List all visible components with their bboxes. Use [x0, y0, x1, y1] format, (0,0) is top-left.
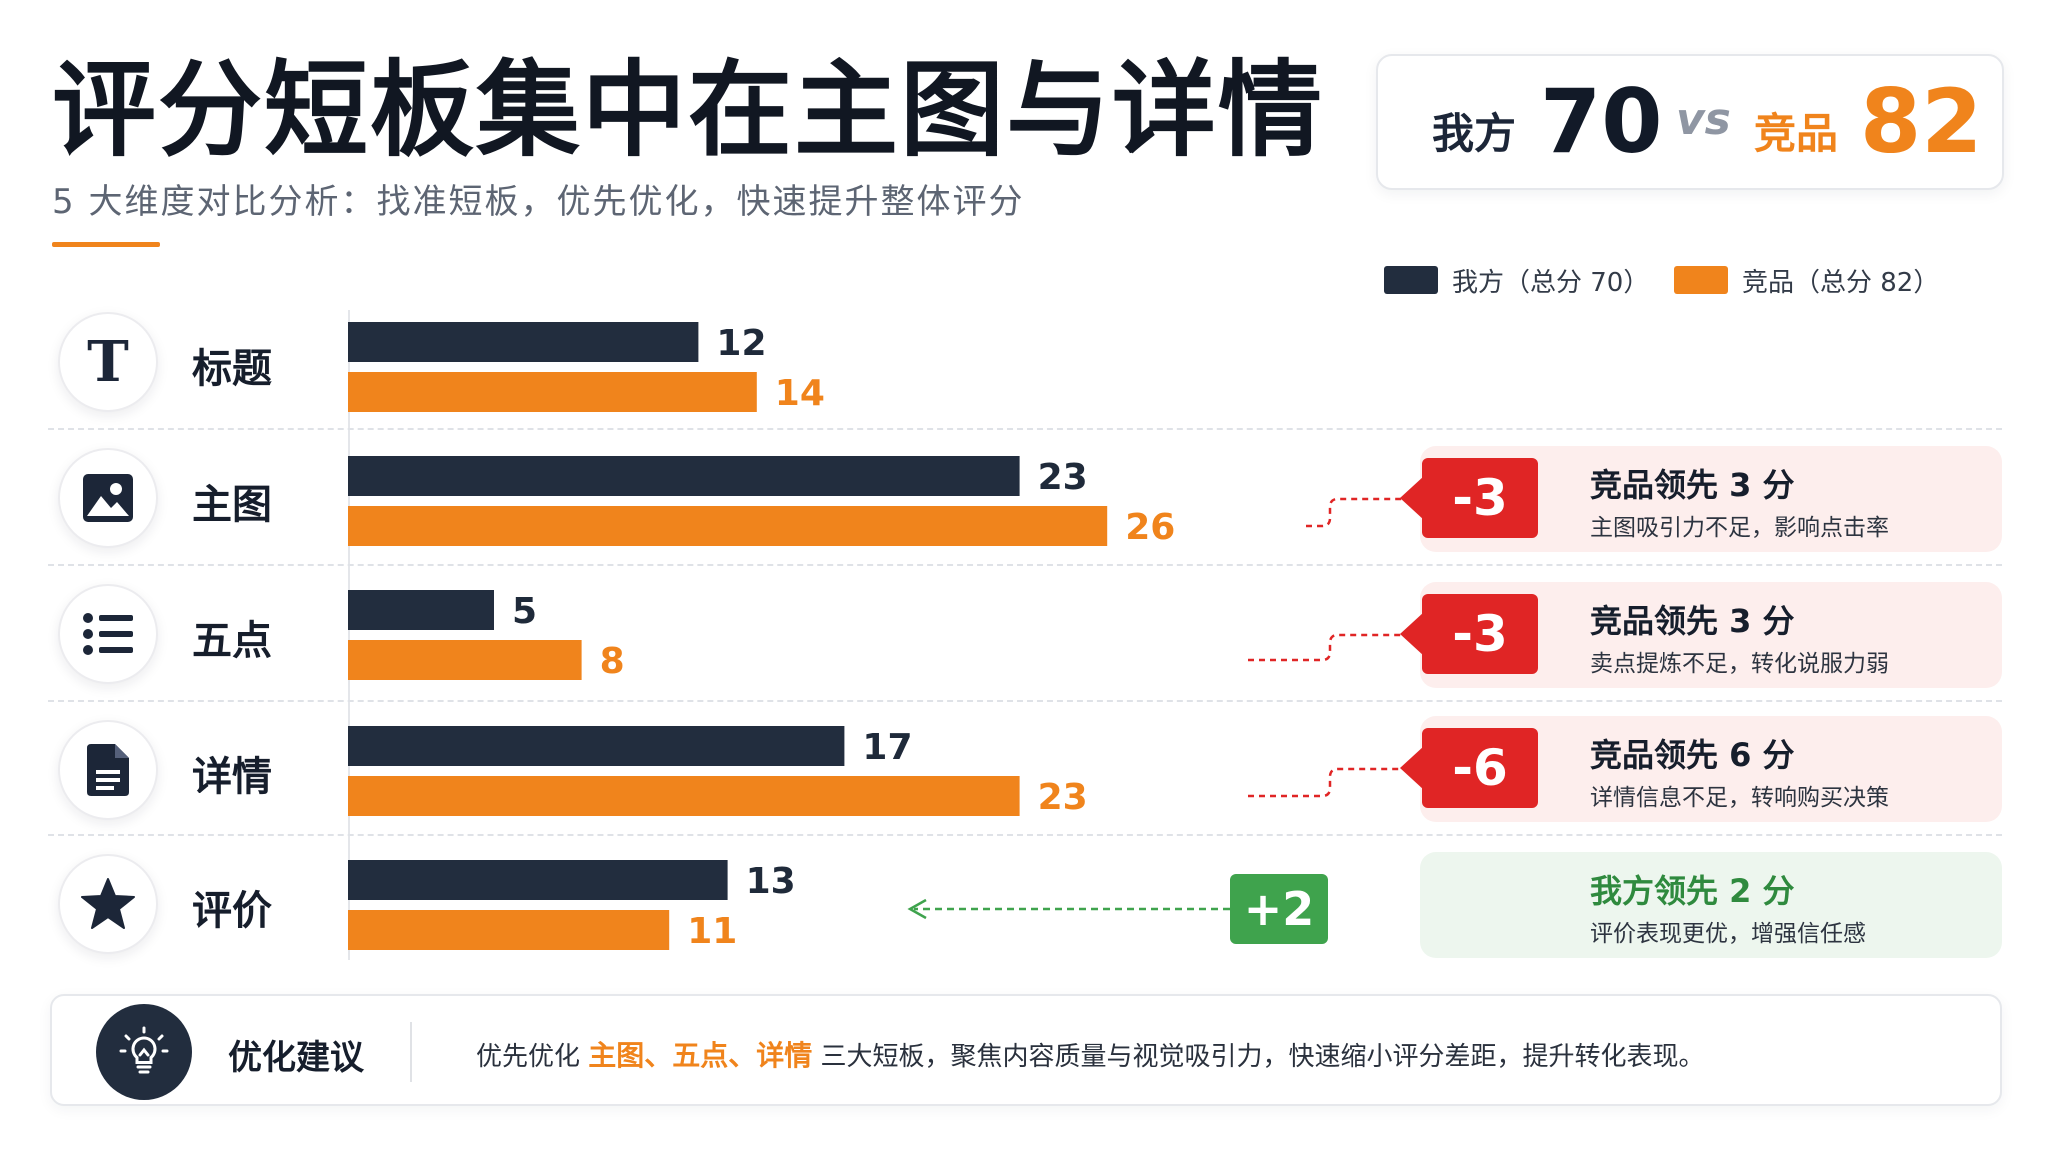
competitor-score-label: 竞品 [1754, 109, 1839, 158]
row-divider [48, 564, 2002, 566]
suggestion-text: 优先优化 主图、五点、详情 三大短板，聚焦内容质量与视觉吸引力，快速缩小评分差距… [476, 1034, 1705, 1074]
category-icon-title: T [58, 312, 158, 412]
legend-swatch-competitor [1674, 266, 1728, 294]
callout-details: -6 竞品领先 6 分 详情信息不足，转响购买决策 [1400, 716, 2002, 822]
suggestion-highlight: 主图、五点、详情 [588, 1039, 813, 1072]
callout-description: 详情信息不足，转响购买决策 [1590, 785, 1889, 811]
divider [410, 1022, 412, 1082]
suggestion-title: 优化建议 [228, 1038, 364, 1078]
legend-item-ours: 我方（总分 70） [1384, 262, 1649, 298]
category-axis-line [348, 310, 350, 960]
page-title: 评分短板集中在主图与详情 [52, 49, 1325, 171]
callout-reviews: 我方领先 2 分 评价表现更优，增强信任感 [1420, 852, 2002, 958]
score-card: 我方 70 vs 竞品 82 [1376, 54, 2004, 190]
image-icon [83, 474, 133, 522]
category-icon-main-image [58, 448, 158, 548]
category-icon-reviews [58, 854, 158, 954]
row-divider [48, 834, 2002, 836]
category-label-details: 详情 [192, 754, 272, 800]
category-label-main-image: 主图 [192, 482, 272, 528]
suggestion-suffix: 三大短板，聚焦内容质量与视觉吸引力，快速缩小评分差距，提升转化表现。 [812, 1042, 1705, 1072]
our-score-value: 70 [1540, 70, 1663, 173]
delta-badge: -3 [1400, 458, 1538, 538]
legend-label-ours: 我方（总分 70） [1452, 267, 1650, 298]
document-icon [87, 744, 129, 796]
suggestion-card: 优化建议 优先优化 主图、五点、详情 三大短板，聚焦内容质量与视觉吸引力，快速缩… [50, 994, 2002, 1106]
category-icon-details [58, 720, 158, 820]
legend-item-competitor: 竞品（总分 82） [1674, 262, 1939, 298]
bulb-badge [96, 1004, 192, 1100]
row-divider [48, 700, 2002, 702]
suggestion-prefix: 优先优化 [476, 1042, 589, 1072]
callout-headline: 我方领先 2 分 [1590, 872, 1795, 910]
callout-headline: 竞品领先 6 分 [1590, 736, 1795, 774]
legend-label-competitor: 竞品（总分 82） [1742, 267, 1940, 298]
category-icon-bullet-points [58, 584, 158, 684]
title-underline [52, 242, 160, 247]
page-subtitle: 5 大维度对比分析：找准短板，优先优化，快速提升整体评分 [52, 182, 1025, 222]
text-icon: T [87, 329, 129, 395]
delta-badge-positive: +2 [1230, 874, 1328, 944]
callout-description: 主图吸引力不足，影响点击率 [1590, 515, 1889, 541]
list-icon [83, 613, 133, 655]
callout-bullet-points: -3 竞品领先 3 分 卖点提炼不足，转化说服力弱 [1400, 582, 2002, 688]
callout-description: 卖点提炼不足，转化说服力弱 [1590, 651, 1889, 677]
category-label-bullet-points: 五点 [192, 618, 272, 664]
callout-headline: 竞品领先 3 分 [1590, 466, 1795, 504]
competitor-score-value: 82 [1860, 70, 1983, 173]
our-score-label: 我方 [1432, 109, 1517, 158]
legend-swatch-ours [1384, 266, 1438, 294]
category-label-title: 标题 [192, 346, 272, 392]
row-divider [48, 428, 2002, 430]
callout-main-image: -3 竞品领先 3 分 主图吸引力不足，影响点击率 [1400, 446, 2002, 552]
category-label-reviews: 评价 [192, 888, 272, 934]
callout-headline: 竞品领先 3 分 [1590, 602, 1795, 640]
star-icon [81, 878, 135, 929]
lightbulb-icon [119, 1026, 169, 1074]
delta-badge: -6 [1400, 728, 1538, 808]
delta-badge: -3 [1400, 594, 1538, 674]
vs-label: vs [1676, 94, 1731, 145]
callout-description: 评价表现更优，增强信任感 [1590, 921, 1866, 947]
